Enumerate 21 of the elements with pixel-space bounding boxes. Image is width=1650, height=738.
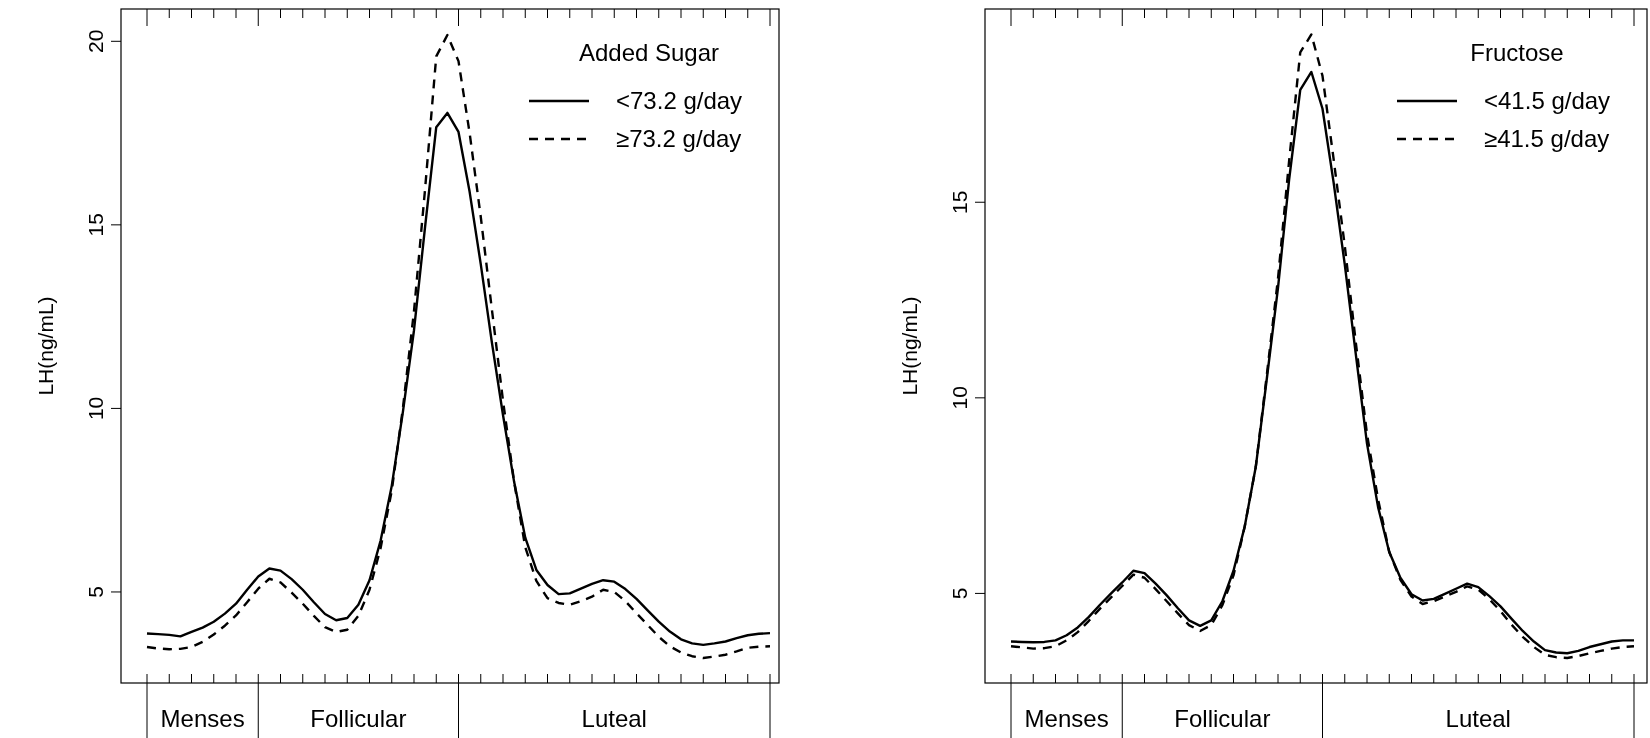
- text: Menses: [1024, 705, 1109, 732]
- y-tick-label: 10: [948, 386, 971, 410]
- legend-title: Fructose: [1470, 39, 1564, 66]
- y-tick-label: 10: [84, 396, 107, 421]
- y-tick-label: 20: [84, 29, 107, 53]
- y-tick-label: 15: [84, 213, 107, 237]
- text: Luteal: [1445, 705, 1511, 732]
- legend-label: ≥41.5 g/day: [1484, 125, 1610, 152]
- y-axis-title: LH(ng/mL): [34, 296, 57, 396]
- legend-label: <41.5 g/day: [1484, 87, 1611, 114]
- text: Follicular: [310, 705, 407, 732]
- y-tick-label: 5: [84, 586, 107, 598]
- y-tick-label: 15: [948, 190, 971, 214]
- legend-label: <73.2 g/day: [616, 87, 743, 114]
- text: Luteal: [581, 705, 647, 732]
- text: Menses: [160, 705, 245, 732]
- y-tick-label: 5: [948, 587, 971, 600]
- legend-title: Added Sugar: [578, 39, 720, 66]
- text: Follicular: [1174, 705, 1271, 732]
- y-axis-title: LH(ng/mL): [898, 296, 921, 396]
- legend-label: ≥73.2 g/day: [616, 125, 742, 152]
